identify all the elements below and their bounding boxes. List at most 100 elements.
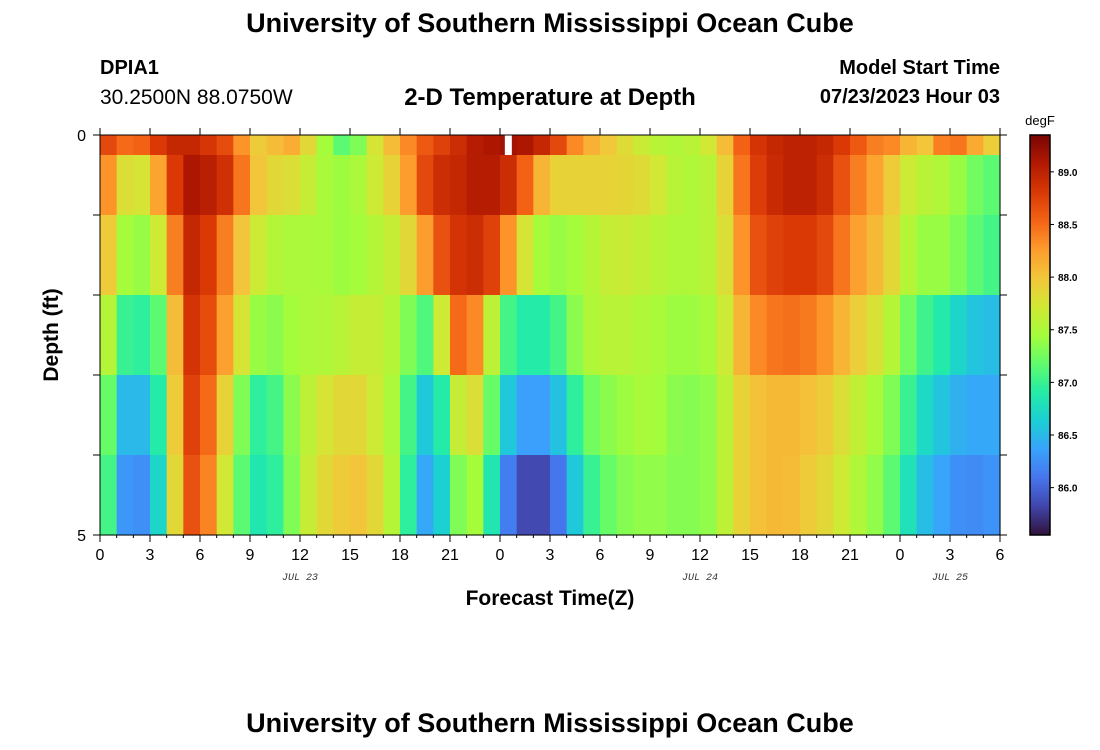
- heatmap-cell: [916, 295, 934, 376]
- heatmap-cell: [116, 155, 134, 216]
- heatmap-cell: [983, 135, 1001, 156]
- heatmap-cell: [900, 295, 918, 376]
- heatmap-cell: [200, 455, 218, 536]
- heatmap-cell: [333, 135, 351, 156]
- heatmap-cell: [266, 455, 284, 536]
- heatmap-cell: [350, 295, 368, 376]
- heatmap-cell: [450, 155, 468, 216]
- heatmap-cell: [633, 375, 651, 456]
- heatmap-cell: [166, 295, 184, 376]
- heatmap-cell: [583, 295, 601, 376]
- heatmap-cell: [816, 155, 834, 216]
- heatmap-cell: [366, 215, 384, 296]
- heatmap-cell: [216, 155, 234, 216]
- heatmap-cell: [333, 155, 351, 216]
- heatmap-cell: [683, 215, 701, 296]
- heatmap-cell: [700, 155, 718, 216]
- heatmap-cell: [183, 295, 201, 376]
- heatmap-cell: [583, 135, 601, 156]
- heatmap-cell: [983, 215, 1001, 296]
- heatmap-cell: [500, 155, 518, 216]
- heatmap-cell: [516, 295, 534, 376]
- heatmap-cell: [283, 135, 301, 156]
- colorbar-tick-label: 87.0: [1058, 378, 1078, 389]
- heatmap-cell: [916, 135, 934, 156]
- heatmap-cell: [133, 135, 151, 156]
- heatmap-cell: [933, 375, 951, 456]
- x-tick-label: 0: [496, 547, 505, 564]
- heatmap-cell: [816, 375, 834, 456]
- heatmap-cell: [966, 375, 984, 456]
- heatmap-cell: [516, 375, 534, 456]
- heatmap-cell: [566, 135, 584, 156]
- heatmap-cell: [600, 375, 618, 456]
- heatmap-cell: [766, 295, 784, 376]
- model-start-label: Model Start Time: [839, 57, 1000, 79]
- heatmap-cell: [783, 375, 801, 456]
- heatmap-cell: [800, 135, 818, 156]
- x-axis: 0 3 6 9 12 15 18 21 0 3 6 9 12 15 18 21 0 3 6: [96, 128, 1005, 564]
- heatmap-cell: [800, 295, 818, 376]
- heatmap-cell: [616, 295, 634, 376]
- heatmap-cell: [466, 375, 484, 456]
- heatmap-cell: [366, 295, 384, 376]
- heatmap-cell: [650, 295, 668, 376]
- heatmap-cell: [750, 135, 768, 156]
- x-tick-label: 6: [996, 547, 1005, 564]
- heatmap-cell: [866, 295, 884, 376]
- station-id: DPIA1: [100, 57, 159, 79]
- heatmap-cell: [666, 375, 684, 456]
- heatmap-cell: [150, 135, 168, 156]
- x-tick-label: 0: [896, 547, 905, 564]
- heatmap-cell: [200, 295, 218, 376]
- heatmap-cell: [300, 135, 318, 156]
- heatmap-cell: [183, 375, 201, 456]
- heatmap-cell: [616, 135, 634, 156]
- x-tick-label: 3: [946, 547, 955, 564]
- heatmap-cell: [366, 375, 384, 456]
- heatmap-cell: [733, 295, 751, 376]
- heatmap-cell: [116, 215, 134, 296]
- heatmap-cell: [466, 135, 484, 156]
- heatmap-cell: [650, 155, 668, 216]
- heatmap-cell: [633, 295, 651, 376]
- heatmap-cell: [166, 375, 184, 456]
- heatmap-cell: [733, 135, 751, 156]
- heatmap-cell: [666, 155, 684, 216]
- x-axis-label: Forecast Time(Z): [466, 587, 635, 610]
- heatmap-cell: [416, 455, 434, 536]
- heatmap-cell: [366, 455, 384, 536]
- heatmap-cell: [316, 135, 334, 156]
- heatmap-cell: [183, 155, 201, 216]
- missing-data-cell: [504, 135, 512, 155]
- heatmap-cell: [633, 455, 651, 536]
- heatmap-cell: [316, 155, 334, 216]
- heatmap-cell: [950, 295, 968, 376]
- heatmap-cell: [450, 295, 468, 376]
- colorbar-tick-label: 89.0: [1058, 168, 1078, 179]
- heatmap-cell: [683, 135, 701, 156]
- heatmap-cell: [383, 455, 401, 536]
- heatmap-cell: [316, 295, 334, 376]
- heatmap-cell: [233, 135, 251, 156]
- heatmap-cell: [100, 155, 118, 216]
- heatmap-cell: [266, 295, 284, 376]
- heatmap-cell: [866, 135, 884, 156]
- heatmap-cell: [950, 135, 968, 156]
- heatmap-cell: [250, 215, 268, 296]
- heatmap-cell: [416, 155, 434, 216]
- heatmap-cell: [383, 155, 401, 216]
- heatmap-cell: [500, 295, 518, 376]
- heatmap-cell: [383, 215, 401, 296]
- heatmap-cell: [533, 455, 551, 536]
- heatmap-cell: [483, 215, 501, 296]
- heatmap-cell: [133, 155, 151, 216]
- heatmap-cell: [400, 135, 418, 156]
- heatmap-cell: [250, 375, 268, 456]
- heatmap-cell: [800, 155, 818, 216]
- colorbar: degF 86.0 86.5 87.0 87.5 88.0 88.5 89.0: [1025, 113, 1078, 536]
- heatmap-cell: [733, 215, 751, 296]
- heatmap-cell: [133, 455, 151, 536]
- heatmap-cell: [483, 135, 501, 156]
- heatmap-cell: [483, 375, 501, 456]
